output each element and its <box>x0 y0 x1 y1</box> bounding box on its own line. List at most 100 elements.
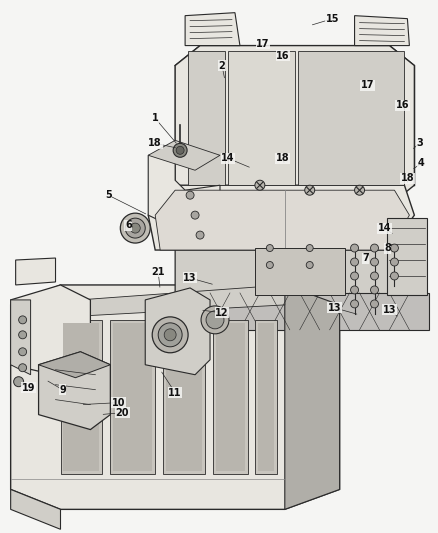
Text: 4: 4 <box>418 158 425 168</box>
Text: 18: 18 <box>276 154 290 163</box>
Polygon shape <box>155 190 410 250</box>
Circle shape <box>350 300 359 308</box>
Circle shape <box>152 317 188 353</box>
Bar <box>163 320 205 474</box>
Text: 6: 6 <box>125 220 132 230</box>
Circle shape <box>173 143 187 157</box>
Text: 5: 5 <box>105 190 112 200</box>
Bar <box>113 323 152 472</box>
Circle shape <box>201 306 229 334</box>
Text: 9: 9 <box>59 385 66 394</box>
Circle shape <box>371 286 378 294</box>
Polygon shape <box>175 232 414 248</box>
Circle shape <box>390 272 399 280</box>
Text: 13: 13 <box>328 303 341 313</box>
Circle shape <box>305 185 314 195</box>
Text: 17: 17 <box>256 38 270 49</box>
Circle shape <box>306 245 313 252</box>
Polygon shape <box>355 15 410 46</box>
Circle shape <box>355 185 364 195</box>
Bar <box>213 320 248 474</box>
Circle shape <box>266 262 273 269</box>
Text: 20: 20 <box>116 408 129 418</box>
Polygon shape <box>185 13 240 46</box>
Polygon shape <box>16 258 56 285</box>
Text: 21: 21 <box>152 267 165 277</box>
Circle shape <box>19 316 27 324</box>
Bar <box>166 323 202 472</box>
Polygon shape <box>175 46 414 205</box>
Text: 7: 7 <box>362 253 369 263</box>
Polygon shape <box>39 352 110 430</box>
Polygon shape <box>11 489 60 529</box>
Text: 1: 1 <box>152 114 159 123</box>
Circle shape <box>191 211 199 219</box>
Circle shape <box>371 258 378 266</box>
Polygon shape <box>148 140 220 170</box>
Text: 3: 3 <box>416 139 423 148</box>
Circle shape <box>125 218 145 238</box>
Polygon shape <box>285 285 339 510</box>
Polygon shape <box>228 51 295 185</box>
Circle shape <box>390 258 399 266</box>
Circle shape <box>255 180 265 190</box>
Polygon shape <box>11 285 90 379</box>
Circle shape <box>14 377 24 386</box>
Text: 13: 13 <box>184 273 197 283</box>
Text: 16: 16 <box>276 51 290 61</box>
Bar <box>110 320 155 474</box>
Circle shape <box>186 191 194 199</box>
Text: 14: 14 <box>378 223 391 233</box>
Circle shape <box>130 223 140 233</box>
Circle shape <box>371 244 378 252</box>
Polygon shape <box>11 300 31 375</box>
Circle shape <box>350 286 359 294</box>
Text: 11: 11 <box>168 387 182 398</box>
Circle shape <box>306 262 313 269</box>
Bar <box>258 323 274 472</box>
Circle shape <box>371 272 378 280</box>
Text: 15: 15 <box>326 14 339 23</box>
Text: 8: 8 <box>384 243 391 253</box>
Circle shape <box>206 311 224 329</box>
Polygon shape <box>148 155 220 235</box>
Circle shape <box>19 364 27 372</box>
Polygon shape <box>298 51 404 185</box>
Bar <box>216 323 245 472</box>
Polygon shape <box>145 288 210 375</box>
Polygon shape <box>39 352 110 378</box>
Circle shape <box>266 245 273 252</box>
Circle shape <box>164 329 176 341</box>
Text: 16: 16 <box>396 100 409 110</box>
Polygon shape <box>148 185 414 250</box>
Polygon shape <box>255 248 345 295</box>
Circle shape <box>350 272 359 280</box>
Polygon shape <box>175 232 414 295</box>
Polygon shape <box>188 51 225 185</box>
Circle shape <box>196 231 204 239</box>
Text: 19: 19 <box>22 383 35 393</box>
Circle shape <box>390 244 399 252</box>
Circle shape <box>19 348 27 356</box>
Circle shape <box>158 323 182 347</box>
Bar <box>60 320 102 474</box>
Polygon shape <box>11 285 339 510</box>
Text: 12: 12 <box>215 308 229 318</box>
Circle shape <box>176 147 184 154</box>
Text: 18: 18 <box>148 139 162 148</box>
Circle shape <box>350 244 359 252</box>
Text: 14: 14 <box>221 154 235 163</box>
Text: 17: 17 <box>361 80 374 91</box>
Polygon shape <box>200 293 429 330</box>
Bar <box>255 320 277 474</box>
Text: 13: 13 <box>383 305 396 315</box>
Text: 10: 10 <box>112 398 125 408</box>
Bar <box>64 323 99 472</box>
Polygon shape <box>388 218 427 295</box>
Text: 18: 18 <box>401 173 414 183</box>
Circle shape <box>350 258 359 266</box>
Polygon shape <box>11 285 285 320</box>
Circle shape <box>19 331 27 339</box>
Text: 2: 2 <box>219 61 226 70</box>
Circle shape <box>371 300 378 308</box>
